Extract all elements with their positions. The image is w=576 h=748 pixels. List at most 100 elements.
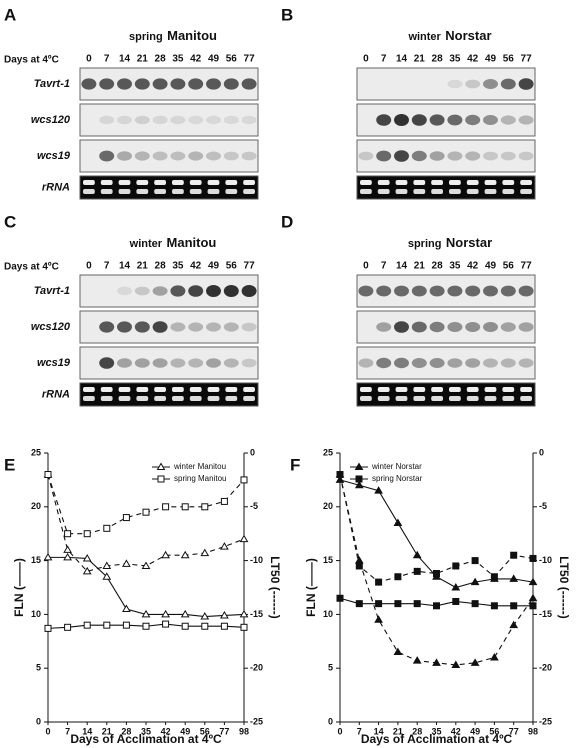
row-label: rRNA xyxy=(42,388,70,400)
marker xyxy=(142,622,150,630)
band xyxy=(117,358,132,368)
lane-label: 35 xyxy=(449,261,461,272)
y-tick-label: 5 xyxy=(328,663,333,673)
title-season: winter xyxy=(129,238,163,250)
marker xyxy=(180,609,190,618)
band xyxy=(377,387,390,392)
y2-tick-label: -10 xyxy=(250,555,263,565)
band xyxy=(518,322,534,332)
band xyxy=(225,396,238,401)
band xyxy=(188,78,204,90)
x-tick-label: 7 xyxy=(357,726,362,736)
marker xyxy=(452,562,460,570)
lane-label: 42 xyxy=(467,54,479,65)
legend-label: spring Manitou xyxy=(174,474,226,483)
band xyxy=(500,78,516,90)
marker xyxy=(490,573,498,581)
band xyxy=(431,387,443,392)
marker xyxy=(200,548,210,557)
y2-tick-label: 0 xyxy=(250,447,255,457)
band xyxy=(189,189,202,194)
band xyxy=(207,180,220,185)
band xyxy=(394,321,409,333)
y-tick-label: 10 xyxy=(31,609,41,619)
marker xyxy=(82,566,92,575)
row-label: Tavrt-1 xyxy=(34,78,70,90)
marker xyxy=(529,554,537,562)
lane-label: 77 xyxy=(521,261,533,272)
band xyxy=(376,150,392,162)
marker xyxy=(354,480,364,489)
band xyxy=(429,285,445,297)
band xyxy=(118,180,131,185)
x-tick-label: 98 xyxy=(239,726,249,736)
lane-label: 49 xyxy=(208,54,220,65)
band xyxy=(136,396,149,401)
marker xyxy=(220,610,229,619)
band xyxy=(134,286,150,296)
marker xyxy=(509,620,519,629)
lane-label: 35 xyxy=(172,261,184,272)
band xyxy=(243,189,255,194)
band xyxy=(429,114,445,126)
x-tick-label: 28 xyxy=(121,726,131,736)
marker xyxy=(122,559,131,567)
y2-axis-label: LT50 (------) xyxy=(557,556,571,618)
y2-tick-label: 0 xyxy=(539,447,544,457)
band xyxy=(502,180,515,185)
blot-box xyxy=(79,346,259,380)
band xyxy=(225,180,238,185)
lane-label: 21 xyxy=(414,54,426,65)
y-axis-label: FLN (——) xyxy=(304,558,318,617)
band xyxy=(413,387,426,392)
title-cultivar: Manitou xyxy=(167,235,217,250)
lane-label: 49 xyxy=(485,54,497,65)
x-tick-label: 49 xyxy=(180,726,190,736)
x-tick-label: 56 xyxy=(489,726,499,736)
band xyxy=(431,180,443,185)
band xyxy=(394,357,409,369)
band xyxy=(429,151,445,161)
marker xyxy=(335,475,345,483)
band xyxy=(484,396,497,401)
band xyxy=(411,285,427,297)
marker xyxy=(82,553,92,562)
marker xyxy=(451,660,461,668)
band xyxy=(411,150,427,162)
marker xyxy=(103,524,111,532)
band xyxy=(100,396,113,401)
lt50-line xyxy=(47,474,245,535)
band xyxy=(483,79,498,89)
band xyxy=(360,180,372,185)
band xyxy=(117,151,132,161)
marker xyxy=(510,551,518,559)
marker xyxy=(201,503,209,511)
lane-label: 56 xyxy=(503,261,515,272)
y2-tick-label: -20 xyxy=(539,663,552,673)
y-tick-label: 20 xyxy=(31,501,41,511)
band xyxy=(518,358,534,368)
band xyxy=(189,387,202,392)
row-label: Tavrt-1 xyxy=(34,285,70,297)
marker xyxy=(374,615,383,623)
marker xyxy=(413,600,421,608)
marker xyxy=(412,550,422,559)
band xyxy=(206,285,221,297)
band xyxy=(429,358,445,368)
band xyxy=(243,396,255,401)
marker xyxy=(240,476,248,484)
band xyxy=(483,115,498,125)
marker xyxy=(239,534,249,543)
panel-letter: E xyxy=(4,455,15,474)
band xyxy=(154,180,166,185)
band xyxy=(188,322,204,332)
band xyxy=(172,180,184,185)
band xyxy=(465,358,481,368)
title-season: spring xyxy=(408,238,442,250)
legend-marker xyxy=(354,462,364,470)
y2-tick-label: -20 xyxy=(250,663,263,673)
band xyxy=(395,180,408,185)
y2-tick-label: -15 xyxy=(539,609,552,619)
band xyxy=(241,358,257,368)
marker xyxy=(336,594,344,602)
